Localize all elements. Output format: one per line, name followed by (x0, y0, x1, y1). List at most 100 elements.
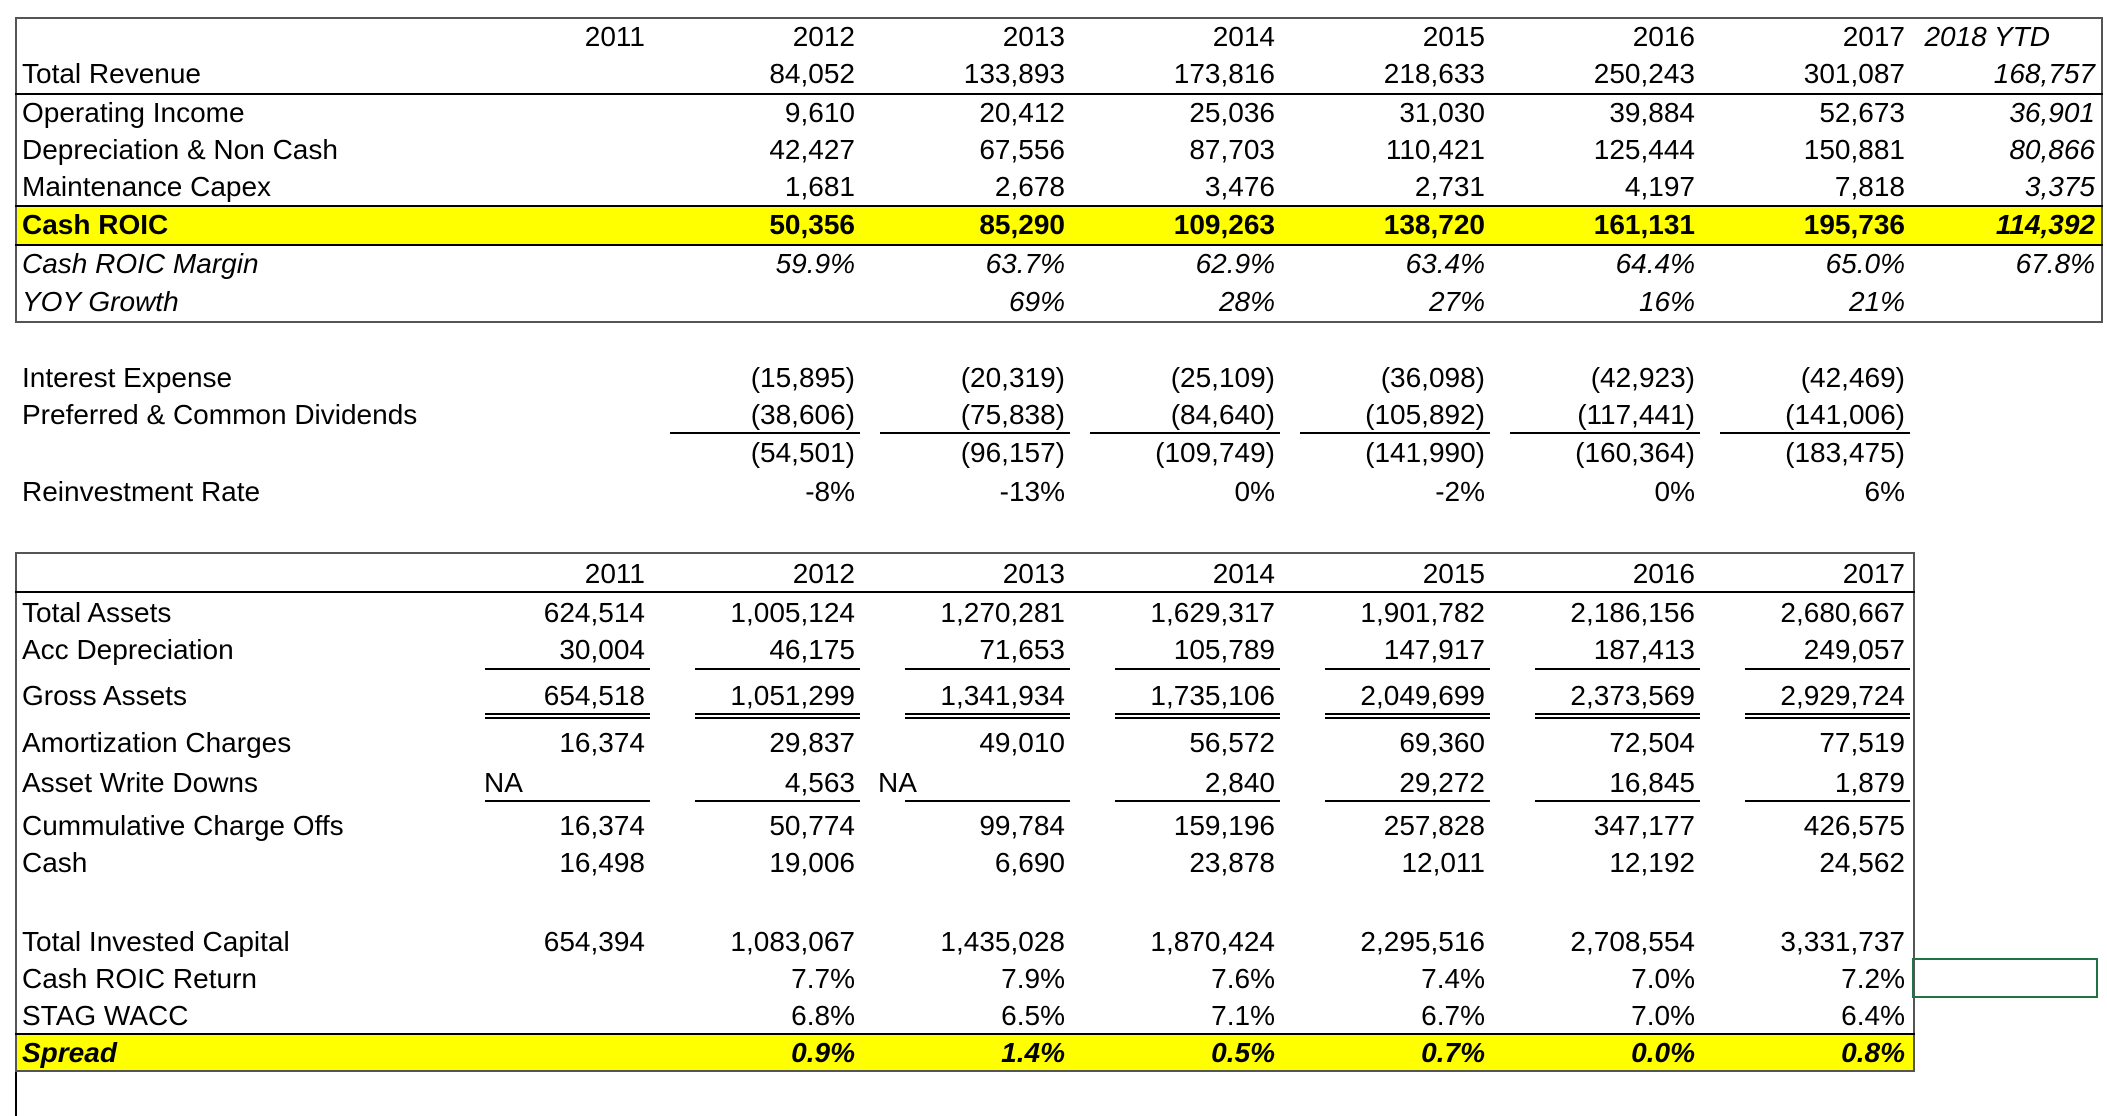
value-cell: 0% (1654, 476, 1695, 507)
value-cell: 624,514 (543, 597, 645, 628)
value-cell: 250,243 (1593, 58, 1695, 89)
gross-assets-double-rule (1115, 713, 1280, 719)
row-label: Asset Write Downs (22, 767, 258, 798)
value-cell: 63.4% (1405, 248, 1485, 279)
subtotal-rule (1090, 432, 1280, 434)
value-cell: 69% (1008, 286, 1065, 317)
selected-cell[interactable] (1912, 958, 2098, 998)
value-cell: 257,828 (1383, 810, 1485, 841)
year-2012: 2012 (792, 21, 855, 52)
value-cell: 0.9% (791, 1037, 855, 1068)
acc-dep-rule (1745, 668, 1910, 670)
value-cell: 39,884 (1609, 97, 1695, 128)
value-cell: (183,475) (1785, 437, 1905, 468)
write-downs-rule (1115, 800, 1280, 802)
gross-assets-double-rule (485, 713, 650, 719)
gross-assets-double-rule (905, 713, 1070, 719)
value-cell: 6.4% (1841, 1000, 1905, 1031)
row-label: Cummulative Charge Offs (22, 810, 344, 841)
value-cell: (15,895) (750, 362, 855, 393)
value-cell: 65.0% (1825, 248, 1905, 279)
value-cell: 28% (1218, 286, 1275, 317)
value-cell: 1,681 (784, 171, 855, 202)
ytd-cell: 80,866 (2009, 134, 2095, 165)
year-2014: 2014 (1212, 558, 1275, 589)
row-label: Amortization Charges (22, 727, 292, 758)
spread-highlight (17, 1035, 1913, 1070)
gross-assets-double-rule (695, 713, 860, 719)
value-cell: 1,735,106 (1150, 680, 1275, 711)
na-cell: NA (878, 767, 917, 798)
value-cell: 7.4% (1421, 963, 1485, 994)
value-cell: 7.0% (1631, 963, 1695, 994)
value-cell: 20,412 (979, 97, 1065, 128)
cash-roic-highlight (17, 206, 2101, 244)
value-cell: 42,427 (769, 134, 855, 165)
value-cell: -2% (1435, 476, 1485, 507)
cash-roic-bottom-rule (15, 244, 2103, 246)
value-cell: (84,640) (1170, 399, 1275, 430)
value-cell: 99,784 (979, 810, 1065, 841)
write-downs-rule (485, 800, 650, 802)
value-cell: 56,572 (1189, 727, 1275, 758)
value-cell: 0.7% (1421, 1037, 1485, 1068)
year-2018-ytd: 2018 YTD (1924, 21, 2050, 52)
value-cell: 46,175 (769, 634, 855, 665)
value-cell: 6.8% (791, 1000, 855, 1031)
value-cell: 6.5% (1001, 1000, 1065, 1031)
value-cell: 87,703 (1189, 134, 1275, 165)
value-cell: 0.8% (1841, 1037, 1905, 1068)
na-cell: NA (484, 767, 523, 798)
value-cell: 2,678 (994, 171, 1065, 202)
value-cell: 50,356 (769, 209, 855, 240)
value-cell: 24,562 (1819, 847, 1905, 878)
write-downs-rule (1325, 800, 1490, 802)
value-cell: 31,030 (1399, 97, 1485, 128)
gross-assets-double-rule (1535, 713, 1700, 719)
row-label: STAG WACC (22, 1000, 189, 1031)
row-label: Gross Assets (22, 680, 187, 711)
value-cell: 16% (1638, 286, 1695, 317)
year-2015: 2015 (1422, 558, 1485, 589)
value-cell: 150,881 (1803, 134, 1905, 165)
value-cell: 173,816 (1173, 58, 1275, 89)
value-cell: 0% (1234, 476, 1275, 507)
value-cell: 52,673 (1819, 97, 1905, 128)
value-cell: 62.9% (1195, 248, 1275, 279)
value-cell: 23,878 (1189, 847, 1275, 878)
value-cell: 6,690 (994, 847, 1065, 878)
value-cell: 654,394 (543, 926, 645, 957)
acc-dep-rule (485, 668, 650, 670)
value-cell: 301,087 (1803, 58, 1905, 89)
row-label: Total Invested Capital (22, 926, 290, 957)
row-label: Preferred & Common Dividends (22, 399, 418, 430)
value-cell: 1,629,317 (1150, 597, 1275, 628)
value-cell: 16,845 (1609, 767, 1695, 798)
write-downs-rule (1745, 800, 1910, 802)
value-cell: 3,331,737 (1780, 926, 1905, 957)
value-cell: 29,837 (769, 727, 855, 758)
value-cell: 7.0% (1631, 1000, 1695, 1031)
value-cell: 0.0% (1631, 1037, 1695, 1068)
value-cell: 1,083,067 (730, 926, 855, 957)
value-cell: (75,838) (960, 399, 1065, 430)
row-label: Cash ROIC Return (22, 963, 257, 994)
value-cell: 249,057 (1803, 634, 1905, 665)
subtotal-rule (1510, 432, 1700, 434)
value-cell: 1,270,281 (940, 597, 1065, 628)
acc-dep-rule (1535, 668, 1700, 670)
value-cell: (141,006) (1785, 399, 1905, 430)
value-cell: 63.7% (985, 248, 1065, 279)
value-cell: 77,519 (1819, 727, 1905, 758)
value-cell: 654,518 (543, 680, 645, 711)
value-cell: 2,373,569 (1570, 680, 1695, 711)
acc-dep-rule (1325, 668, 1490, 670)
year-2011: 2011 (584, 21, 645, 52)
value-cell: 21% (1848, 286, 1905, 317)
ytd-cell: 168,757 (1993, 58, 2095, 89)
value-cell: 2,295,516 (1360, 926, 1485, 957)
year-2011: 2011 (584, 558, 645, 589)
value-cell: (160,364) (1575, 437, 1695, 468)
year-2013: 2013 (1002, 21, 1065, 52)
year-2016: 2016 (1632, 21, 1695, 52)
